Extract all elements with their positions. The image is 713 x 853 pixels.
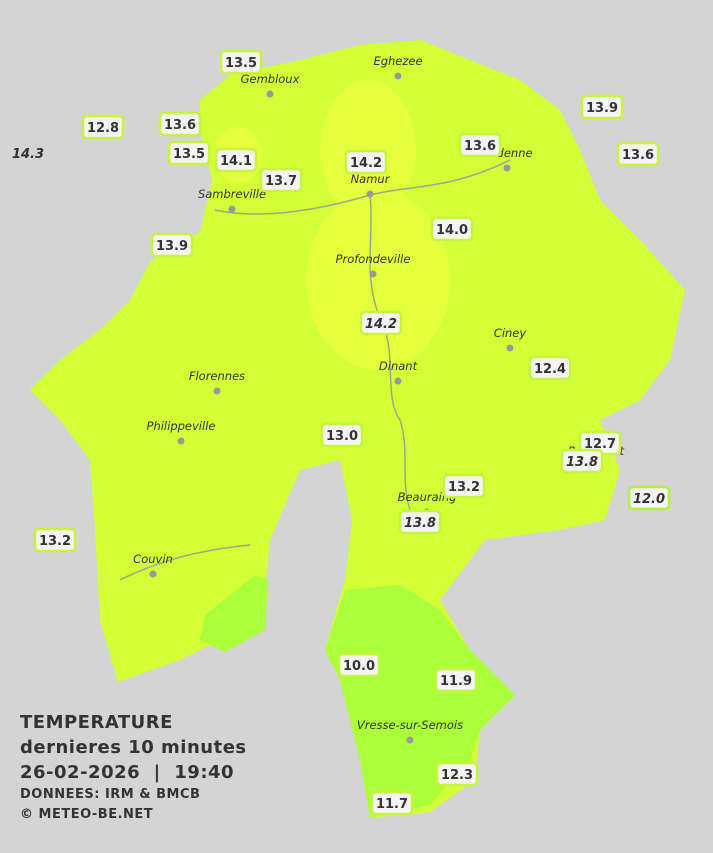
station-value: 12.0 [633,492,665,507]
station-box [259,167,303,193]
station-value: 14.1 [220,154,252,169]
station-box [458,132,502,158]
station-box [167,140,211,166]
station-box [33,527,77,553]
station-box [359,310,403,336]
town-dot [506,344,514,352]
town-label: Couvin [133,552,173,566]
station-value: 13.6 [622,148,654,163]
town-label: Florennes [189,369,245,383]
station-value: 13.5 [173,147,205,162]
station-value: 13.9 [156,239,188,254]
town-dot [394,72,402,80]
town-label: Ciney [494,326,527,340]
station-box [580,94,624,120]
town-dot [228,205,236,213]
station-value: 12.8 [87,121,119,136]
station-value: 13.7 [265,174,297,189]
legend-copyright: © METEO-BE.NET [20,807,154,822]
station-value: 14.2 [365,317,397,332]
legend-title: TEMPERATURE [20,712,173,733]
town-dot [406,736,414,744]
station-value: 13.8 [566,455,598,470]
station-box [442,473,486,499]
station-value: 13.8 [404,516,436,531]
town-label: Namur [351,172,391,186]
station-value: 13.0 [326,429,358,444]
town-dot [366,190,374,198]
town-label: Dinant [379,359,418,373]
station-box [337,652,381,678]
station-value: 12.7 [584,437,616,452]
station-box [214,147,258,173]
legend-source: DONNEES: IRM & BMCB [20,787,201,802]
station-box [430,216,474,242]
town-label: Vresse-sur-Semois [357,718,463,732]
station-box [398,509,442,535]
zone-cool [325,585,515,818]
station-value: 14.0 [436,223,468,238]
town-dot [369,270,377,278]
station-value: 14.3 [12,147,44,162]
legend: TEMPERATURE dernieres 10 minutes 26-02-2… [20,710,247,825]
station-box [434,667,478,693]
station-value: 13.2 [39,534,71,549]
station-value: 13.6 [464,139,496,154]
station-value: 14.2 [350,156,382,171]
zone-warm [306,190,450,370]
town-dot [177,437,185,445]
station-value: 11.7 [376,797,408,812]
station-box [150,232,194,258]
station-box [435,761,479,787]
station-box [627,485,671,511]
station-value: 13.6 [164,118,196,133]
station-box [219,49,263,75]
town-label: Gembloux [241,72,300,86]
station-value: 10.0 [343,659,375,674]
station-box [616,141,660,167]
station-box [560,448,604,474]
town-dot [503,164,511,172]
town-dot [394,377,402,385]
town-dot [213,387,221,395]
station-value: 12.3 [441,768,473,783]
legend-subtitle: dernieres 10 minutes [20,737,247,758]
town-dot [266,90,274,98]
town-label: Profondeville [336,252,411,266]
station-box [81,114,125,140]
station-value: 13.9 [586,101,618,116]
legend-datetime: 26-02-2026 | 19:40 [20,762,235,783]
station-box [370,790,414,816]
station-box [320,422,364,448]
station-box [158,111,202,137]
town-label: Eghezee [373,54,422,68]
station-box [344,149,388,175]
station-value: 13.2 [448,480,480,495]
station-value: 11.9 [440,674,472,689]
station-box [528,355,572,381]
town-dot [149,570,157,578]
station-value: 13.5 [225,56,257,71]
town-label: Beauraing [398,490,457,504]
zone-cool [200,575,268,652]
town-label: Sambreville [198,187,266,201]
town-label: Philippeville [147,419,216,433]
station-value: 12.4 [534,362,566,377]
